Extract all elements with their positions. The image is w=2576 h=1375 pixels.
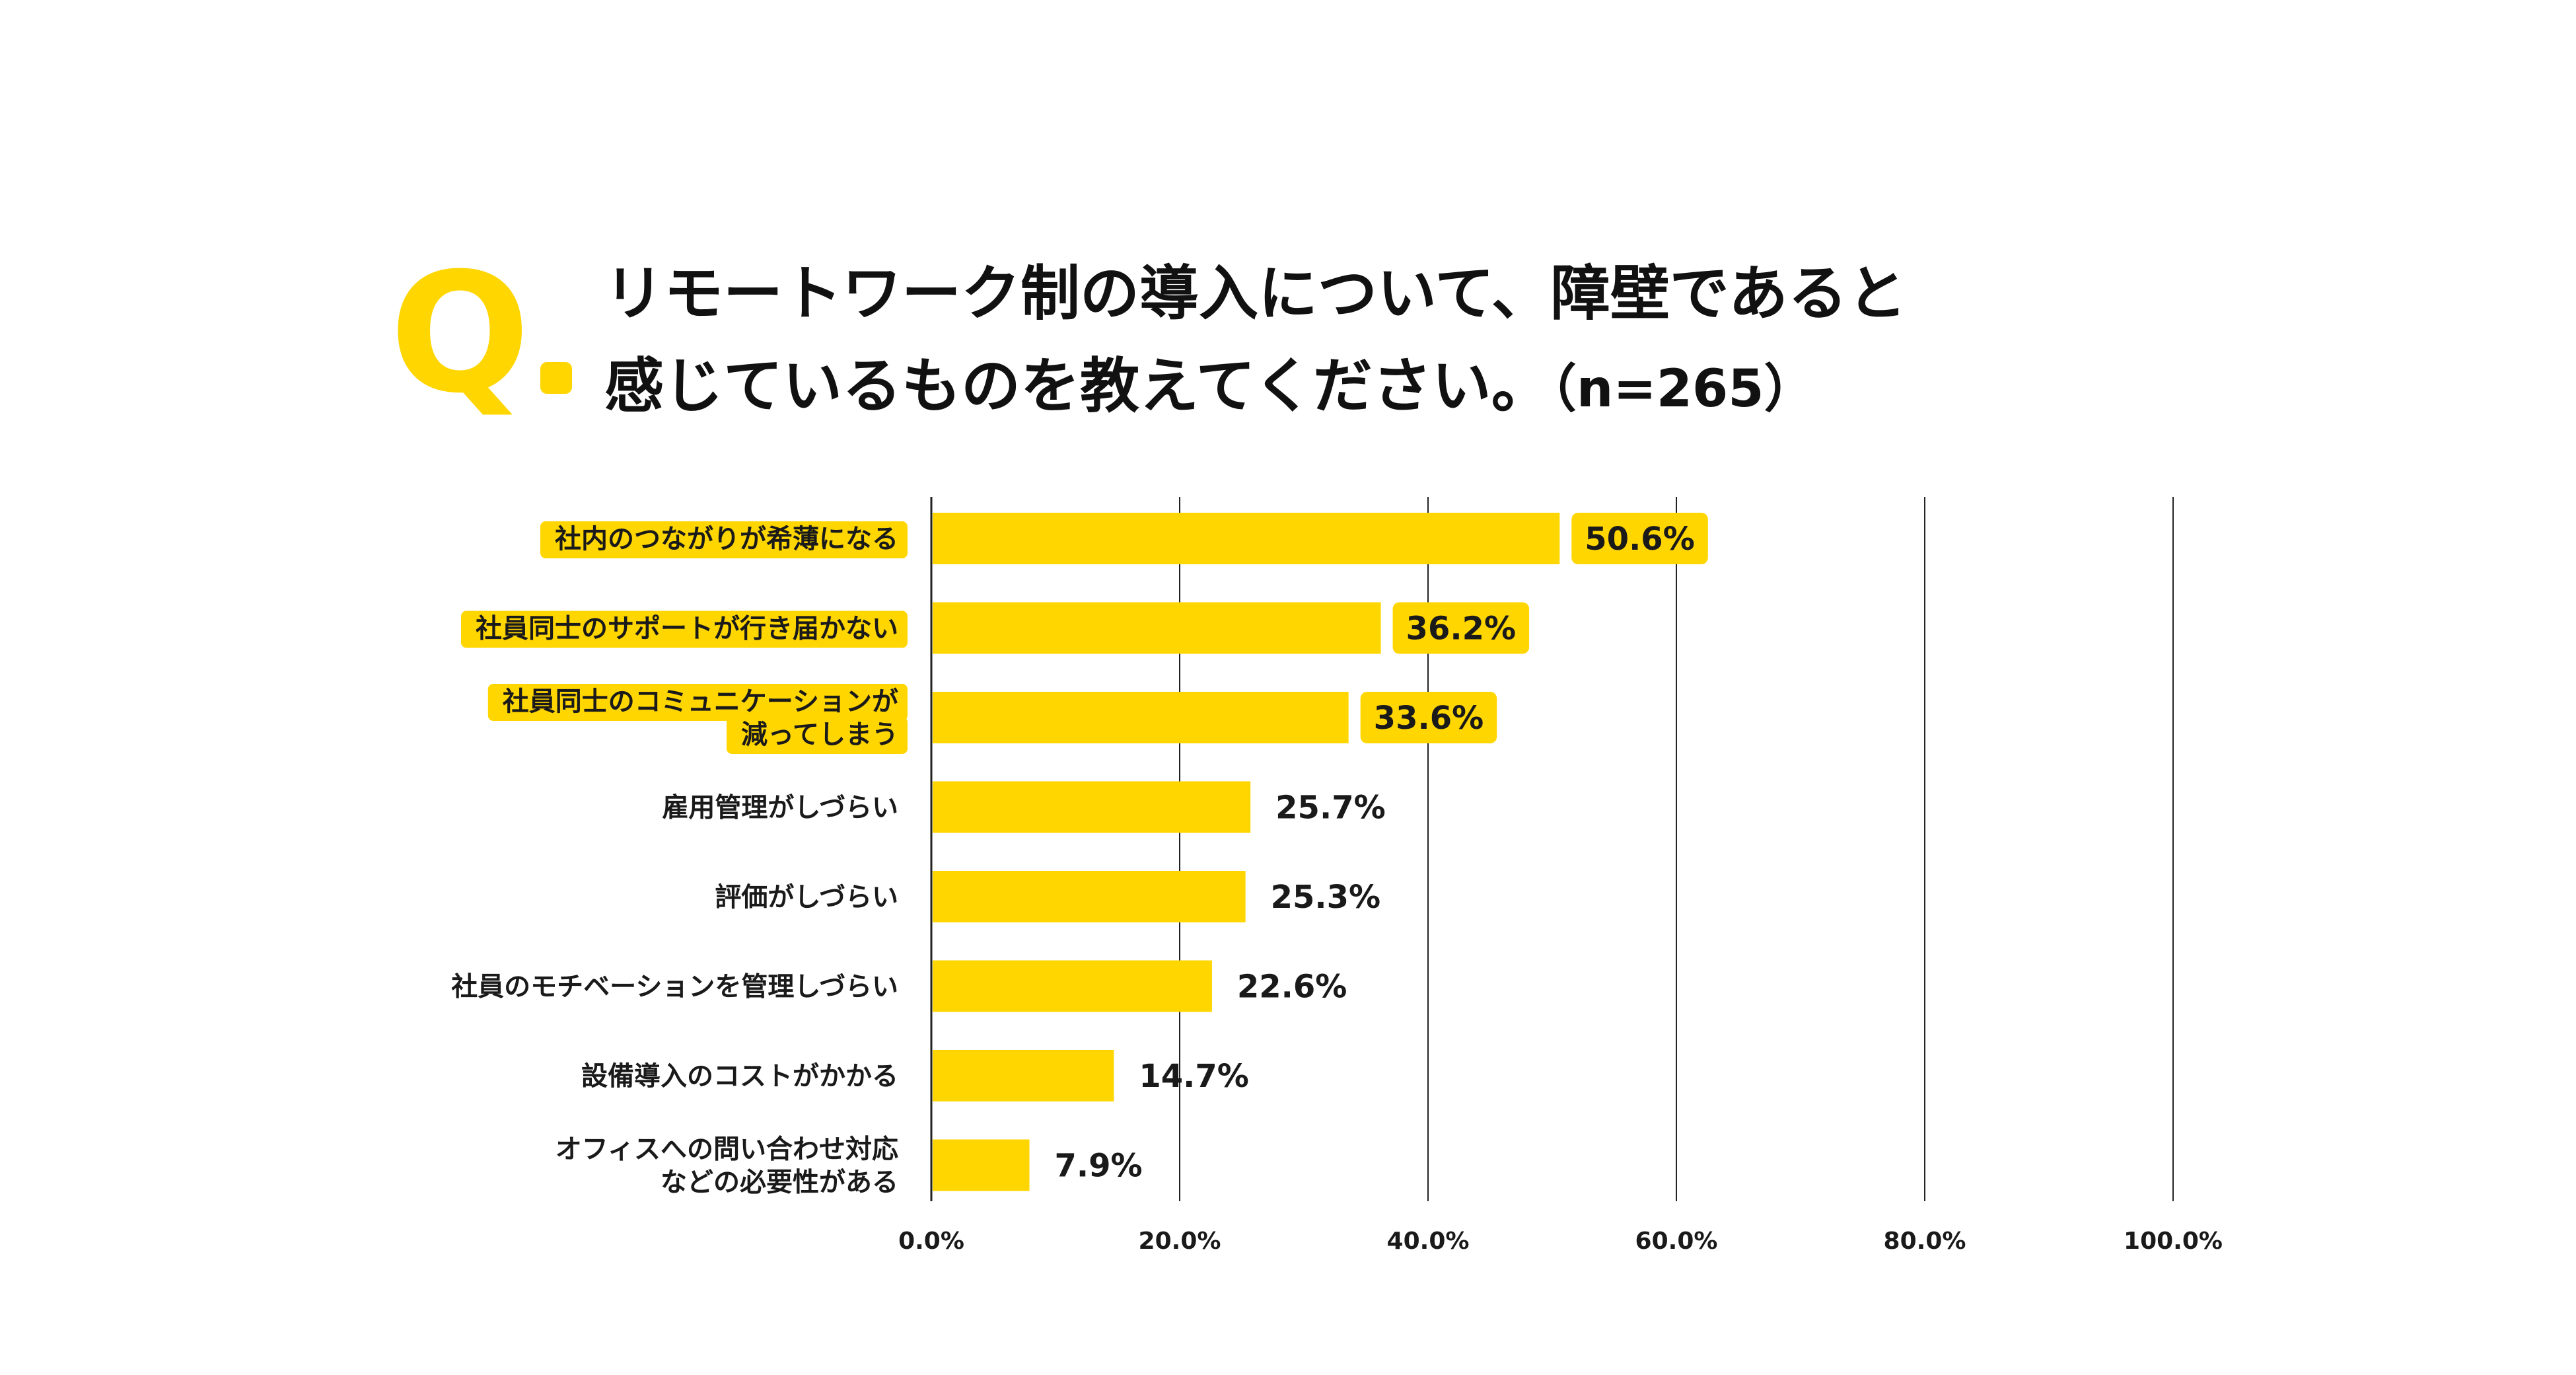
- question-line-2: 感じているものを教えてください。（n=265）: [604, 340, 1907, 435]
- x-tick-label: 20.0%: [1139, 1228, 1221, 1255]
- x-tick-label: 100.0%: [2124, 1228, 2223, 1255]
- category-label: 雇用管理がしづらい: [662, 793, 898, 823]
- category-highlight: [727, 717, 908, 754]
- q-mark: Q: [390, 237, 530, 429]
- category-highlight: [487, 684, 908, 721]
- category-label: オフィスへの問い合わせ対応: [555, 1134, 898, 1165]
- category-highlight: [540, 521, 908, 558]
- value-label: 25.7%: [1275, 790, 1386, 827]
- category-label: などの必要性がある: [661, 1168, 898, 1198]
- value-highlight: [1571, 513, 1708, 564]
- category-label: 社員同士のコミュニケーションが: [503, 687, 898, 717]
- x-tick-label: 40.0%: [1387, 1228, 1470, 1255]
- x-tick-label: 80.0%: [1884, 1228, 1966, 1255]
- value-label: 7.9%: [1055, 1148, 1143, 1185]
- bar: [933, 1139, 1030, 1191]
- category-label: 設備導入のコストがかかる: [581, 1061, 898, 1092]
- x-tick-label: 0.0%: [898, 1228, 964, 1255]
- value-highlight: [1360, 692, 1497, 743]
- question-line-1: リモートワーク制の導入について、障壁であると: [604, 259, 1907, 328]
- category-label: 減ってしまう: [741, 720, 898, 750]
- value-label: 25.3%: [1271, 879, 1381, 916]
- value-highlight: [1392, 602, 1530, 654]
- bar: [933, 781, 1251, 833]
- category-label: 評価がしづらい: [715, 882, 898, 912]
- category-highlight: [461, 611, 908, 648]
- question-line-2-text: 感じているものを教えてください。: [604, 352, 1551, 421]
- bar: [933, 513, 1560, 564]
- category-label: 社員のモチベーションを管理しづらい: [451, 972, 898, 1002]
- category-label: 社員同士のサポートが行き届かない: [476, 614, 898, 644]
- x-tick-label: 60.0%: [1635, 1228, 1718, 1255]
- value-label: 36.2%: [1406, 611, 1517, 648]
- value-label: 33.6%: [1374, 700, 1484, 737]
- bar: [933, 602, 1381, 654]
- question-text: リモートワーク制の導入について、障壁であると 感じているものを教えてください。（…: [604, 248, 1907, 435]
- value-label: 22.6%: [1237, 969, 1347, 1006]
- sample-size: （n=265）: [1550, 359, 1816, 419]
- bar: [933, 1050, 1114, 1101]
- value-label: 14.7%: [1139, 1058, 1249, 1095]
- q-dot-decoration: [540, 362, 572, 394]
- value-label: 50.6%: [1585, 521, 1695, 558]
- bar: [933, 692, 1349, 743]
- bar: [933, 871, 1246, 922]
- bar: [933, 960, 1212, 1012]
- category-label: 社内のつながりが希薄になる: [555, 524, 898, 554]
